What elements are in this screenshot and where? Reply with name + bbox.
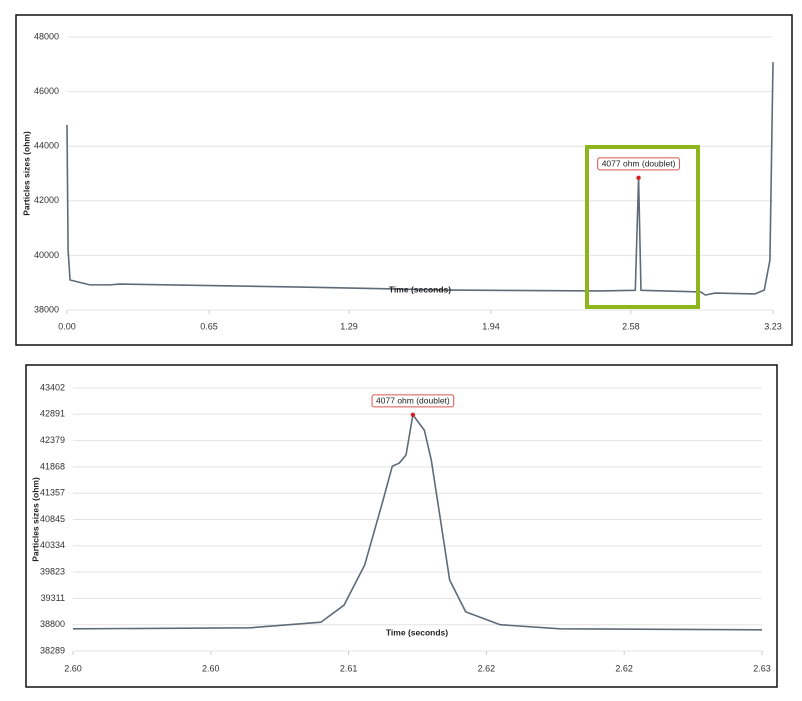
y-tick-label: 40000 <box>34 250 59 260</box>
y-tick-label: 44000 <box>34 141 59 151</box>
annotation-text: 4077 ohm (doublet) <box>376 396 450 406</box>
annotation-box <box>597 157 680 171</box>
y-tick-label: 41357 <box>40 488 65 498</box>
annotation-point <box>410 412 416 418</box>
y-tick-label: 40845 <box>40 514 65 524</box>
y-tick-label: 43402 <box>40 382 65 392</box>
y-tick-label: 41868 <box>40 461 65 471</box>
y-tick-label: 46000 <box>34 86 59 96</box>
y-tick-label: 40334 <box>40 540 65 550</box>
y-tick-label: 48000 <box>34 31 59 41</box>
x-tick-label: 1.94 <box>482 321 500 331</box>
x-tick-label: 2.60 <box>64 663 82 673</box>
x-tick-label: 0.65 <box>200 321 218 331</box>
y-tick-label: 42891 <box>40 409 65 419</box>
y-tick-label: 39311 <box>41 593 65 603</box>
y-axis-title: Particles sizes (ohm) <box>30 477 40 562</box>
annotation-text: 4077 ohm (doublet) <box>602 159 676 169</box>
highlight-box <box>585 145 700 309</box>
y-tick-label: 42000 <box>34 195 59 205</box>
top-panel <box>15 14 793 346</box>
x-tick-label: 3.23 <box>764 321 782 331</box>
y-tick-label: 39823 <box>40 566 65 576</box>
x-tick-label: 2.62 <box>478 663 496 673</box>
x-axis-title: Time (seconds) <box>389 284 451 294</box>
x-tick-label: 2.58 <box>622 321 640 331</box>
y-tick-label: 38289 <box>40 645 65 655</box>
bottom-panel <box>25 364 778 688</box>
data-line <box>66 62 774 296</box>
x-tick-label: 1.29 <box>340 321 358 331</box>
x-tick-label: 2.60 <box>202 663 220 673</box>
x-tick-label: 0.00 <box>58 321 76 331</box>
x-tick-label: 2.63 <box>753 663 771 673</box>
annotation-box <box>371 394 455 408</box>
y-tick-label: 42379 <box>40 435 65 445</box>
x-tick-label: 2.61 <box>340 663 358 673</box>
annotation-point <box>636 175 641 181</box>
x-axis-title: Time (seconds) <box>386 627 448 637</box>
y-tick-label: 38800 <box>40 619 65 629</box>
data-line <box>72 414 763 631</box>
y-axis-title: Particles sizes (ohm) <box>21 131 31 216</box>
x-tick-label: 2.62 <box>615 663 633 673</box>
y-tick-label: 38000 <box>34 304 59 314</box>
